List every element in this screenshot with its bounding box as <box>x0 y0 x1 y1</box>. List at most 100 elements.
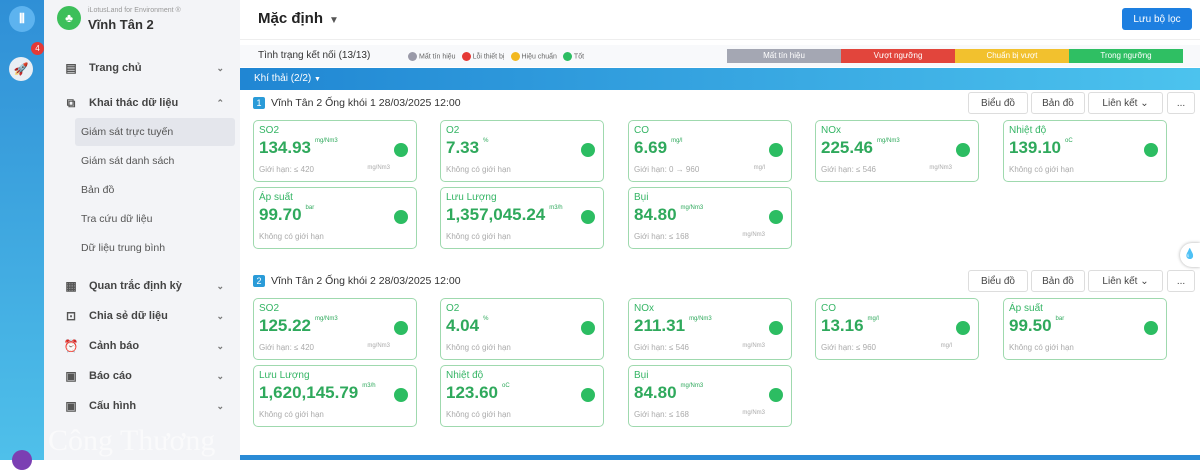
document-icon: ▦ <box>65 279 77 293</box>
sensor-limit: Giới hạn: ≤ 420 <box>259 165 314 174</box>
status-dot-icon <box>562 52 572 61</box>
sidebar-item[interactable]: ▣ Cấu hình ⌄ <box>44 392 240 420</box>
sidebar-item[interactable]: ⧉ Khai thác dữ liệu ⌃ <box>44 89 240 117</box>
watermark: Công Thương <box>48 424 216 457</box>
sensor-card[interactable]: O2 7.33% Không có giới hạn <box>440 120 604 182</box>
save-filter-button[interactable]: Lưu bộ lọc <box>1122 8 1192 30</box>
chevron-icon: ⌄ <box>216 400 224 411</box>
sidebar-subitem[interactable]: Dữ liệu trung bình <box>81 242 166 254</box>
sensor-card[interactable]: Bụi 84.80 mg/Nm3 Giới hạn: ≤ 168 mg/Nm3 <box>628 365 792 427</box>
sensor-value-wrap: 99.70 bar <box>259 205 314 225</box>
sensor-card[interactable]: Bụi 84.80 mg/Nm3 Giới hạn: ≤ 168 mg/Nm3 <box>628 187 792 249</box>
status-dot-icon <box>461 52 471 61</box>
sensor-card[interactable]: SO2 134.93 mg/Nm3 Giới hạn: ≤ 420 mg/Nm3 <box>253 120 417 182</box>
sensor-value: 13.16 <box>821 316 864 335</box>
sensor-value: 84.80 <box>634 205 677 224</box>
layout-icon: ▤ <box>65 61 77 75</box>
sensor-card[interactable]: Lưu Lượng 1,620,145.79 m3/h Không có giới… <box>253 365 417 427</box>
sensor-limit: Không có giới hạn <box>446 165 511 174</box>
legend-label: Tốt <box>573 53 585 61</box>
chevron-icon: ⌄ <box>216 62 224 73</box>
threshold-bar: Trong ngưỡng <box>1069 49 1183 63</box>
sensor-value-wrap: 99.50 bar <box>1009 316 1064 336</box>
limit-unit: mg/l <box>940 343 952 349</box>
sensor-card[interactable]: CO 13.16 mg/l Giới hạn: ≤ 960 mg/l <box>815 298 979 360</box>
sensor-card[interactable]: Áp suất 99.50 bar Không có giới hạn <box>1003 298 1167 360</box>
sidebar-item-label: Trang chủ <box>89 62 142 74</box>
sensor-value: 1,620,145.79 <box>259 383 359 402</box>
sensor-unit: mg/Nm3 <box>680 383 704 389</box>
limit-unit: mg/Nm3 <box>742 232 765 238</box>
limit-unit: mg/Nm3 <box>367 165 390 171</box>
sensor-card[interactable]: Nhiệt độ 139.10 oC Không có giới hạn <box>1003 120 1167 182</box>
caret-down-icon: ▼ <box>314 76 321 83</box>
more-button[interactable]: ... <box>1167 270 1195 292</box>
avatar[interactable] <box>12 450 32 470</box>
sensor-name: Áp suất <box>259 192 293 203</box>
view-title: Mặc định <box>258 10 324 27</box>
sidebar-subitem[interactable]: Giám sát trực tuyến <box>75 118 235 146</box>
view-selector[interactable]: Mặc định ▼ <box>258 10 339 27</box>
sensor-value: 99.70 <box>259 205 302 224</box>
sidebar-subitem[interactable]: Tra cứu dữ liệu <box>81 213 153 225</box>
chart-button[interactable]: Biểu đồ <box>968 270 1028 292</box>
group-selector[interactable]: Khí thải (2/2) ▼ <box>240 68 1200 90</box>
limit-unit: mg/l <box>753 165 765 171</box>
sensor-value: 6.69 <box>634 138 668 157</box>
scan-icon: ⊡ <box>65 309 77 323</box>
sensor-name: Lưu Lượng <box>446 192 497 203</box>
status-dot-icon <box>581 143 595 157</box>
sidebar-item[interactable]: ▦ Quan trắc định kỳ ⌄ <box>44 272 240 300</box>
sidebar-item[interactable]: ⏰ Cảnh báo ⌄ <box>44 332 240 360</box>
chevron-icon: ⌄ <box>216 340 224 351</box>
status-legend: Mất tín hiệu Lỗi thiết bị Hiệu chuẩn Tốt <box>408 52 584 61</box>
sensor-name: Lưu Lượng <box>259 370 310 381</box>
sensor-limit: Giới hạn: ≤ 168 <box>634 410 689 419</box>
station-title[interactable]: Vĩnh Tân 2 <box>88 17 154 32</box>
sidebar-item-label: Cấu hình <box>89 400 137 412</box>
sensor-unit: mg/Nm3 <box>680 205 704 211</box>
sensor-card[interactable]: NOx 211.31 mg/Nm3 Giới hạn: ≤ 546 mg/Nm3 <box>628 298 792 360</box>
sensor-card[interactable]: SO2 125.22 mg/Nm3 Giới hạn: ≤ 420 mg/Nm3 <box>253 298 417 360</box>
sidebar-item[interactable]: ⊡ Chia sẻ dữ liệu ⌄ <box>44 302 240 330</box>
more-button[interactable]: ... <box>1167 92 1195 114</box>
status-dot-icon <box>769 143 783 157</box>
sensor-value-wrap: 139.10 oC <box>1009 138 1073 158</box>
sidebar-item[interactable]: ▤ Trang chủ ⌄ <box>44 54 240 82</box>
settings-monitor-icon: ▣ <box>65 399 77 413</box>
sensor-name: CO <box>821 303 836 314</box>
status-dot-icon <box>581 210 595 224</box>
sidebar-subitem[interactable]: Giám sát danh sách <box>81 155 175 167</box>
sensor-card[interactable]: Lưu Lượng 1,357,045.24 m3/h Không có giới… <box>440 187 604 249</box>
rocket-icon[interactable]: 🚀 <box>9 57 33 81</box>
sensor-card[interactable]: Nhiệt độ 123.60 oC Không có giới hạn <box>440 365 604 427</box>
chevron-icon: ⌃ <box>216 97 224 108</box>
sensor-unit: m3/h <box>549 205 563 211</box>
status-dot-icon <box>394 388 408 402</box>
brand-subtitle: iLotusLand for Environment ® <box>88 7 181 14</box>
sensor-card[interactable]: O2 4.04% Không có giới hạn <box>440 298 604 360</box>
sensor-value-wrap: 7.33% <box>446 138 488 158</box>
app-logo-icon[interactable]: ⫴ <box>9 6 35 32</box>
water-drop-icon[interactable]: 💧 <box>1180 243 1200 267</box>
sensor-unit: bar <box>305 205 315 211</box>
sensor-value-wrap: 6.69 mg/l <box>634 138 682 158</box>
link-dropdown[interactable]: Liên kết ⌄ <box>1088 92 1163 114</box>
link-dropdown[interactable]: Liên kết ⌄ <box>1088 270 1163 292</box>
sidebar-item[interactable]: ▣ Báo cáo ⌄ <box>44 362 240 390</box>
map-button[interactable]: Bản đồ <box>1031 92 1085 114</box>
map-button[interactable]: Bản đồ <box>1031 270 1085 292</box>
threshold-legend: Mất tín hiệu Vượt ngưỡng Chuẩn bị vượt Tron… <box>727 49 1183 63</box>
sidebar-subitem[interactable]: Bản đồ <box>81 184 115 196</box>
chart-button[interactable]: Biểu đồ <box>968 92 1028 114</box>
sensor-card[interactable]: Áp suất 99.70 bar Không có giới hạn <box>253 187 417 249</box>
sensor-card[interactable]: NOx 225.46 mg/Nm3 Giới hạn: ≤ 546 mg/Nm3 <box>815 120 979 182</box>
sensor-value-wrap: 134.93 mg/Nm3 <box>259 138 338 158</box>
station-header: 2 Vĩnh Tân 2 Ống khói 2 28/03/2025 12:00… <box>240 270 1200 292</box>
sensor-unit: bar <box>1055 316 1065 322</box>
sensor-name: SO2 <box>259 125 280 136</box>
sensor-name: NOx <box>634 303 654 314</box>
sensor-card[interactable]: CO 6.69 mg/l Giới hạn: 0 → 960 mg/l <box>628 120 792 182</box>
sensor-limit: Giới hạn: ≤ 546 <box>634 343 689 352</box>
station-header: 1 Vĩnh Tân 2 Ống khói 1 28/03/2025 12:00… <box>240 92 1200 114</box>
